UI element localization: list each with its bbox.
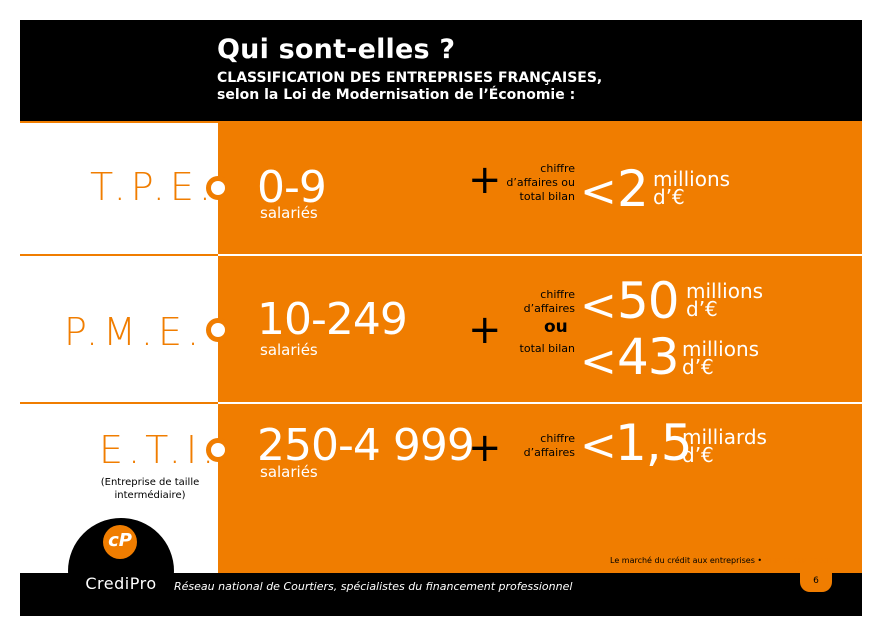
eti-sublabel: (Entreprise de taille intermédiaire) xyxy=(80,476,220,502)
logo-icon xyxy=(103,525,137,559)
subtitle-line-2: selon la Loi de Modernisation de l’Écono… xyxy=(217,87,576,103)
category-pme: P.M.E. xyxy=(64,310,205,354)
source-text: Le marché du crédit aux entreprises • xyxy=(610,556,763,565)
eti-unit-1: milliards xyxy=(682,425,767,449)
pme-unit-2b: d’€ xyxy=(682,355,714,379)
orange-panel xyxy=(218,122,862,573)
less-than-icon: < xyxy=(580,336,617,387)
logo-initials: cP xyxy=(108,530,132,551)
page-title: Qui sont-elles ? xyxy=(217,34,456,65)
row-dot-icon xyxy=(206,318,230,342)
divider-row2-left xyxy=(20,402,218,404)
footer-tagline: Réseau national de Courtiers, spécialist… xyxy=(174,580,573,593)
less-than-icon: < xyxy=(580,166,617,217)
eti-value: 1,5 xyxy=(615,414,693,472)
divider-row1-right xyxy=(218,254,862,256)
eti-unit-2: d’€ xyxy=(682,443,714,467)
source-date: SEPTEMBRE 2017 xyxy=(764,557,834,565)
tpe-count: 0-9 xyxy=(257,162,327,213)
subtitle-line-1: CLASSIFICATION DES ENTREPRISES FRANÇAISE… xyxy=(217,70,603,86)
eti-count: 250-4 999 xyxy=(257,420,475,471)
less-than-icon: < xyxy=(580,280,617,331)
page-number: 6 xyxy=(800,572,832,592)
source-note: Le marché du crédit aux entreprises • SE… xyxy=(610,556,834,565)
divider-row2-right xyxy=(218,402,862,404)
tpe-value: 2 xyxy=(617,160,649,218)
slide: Qui sont-elles ? CLASSIFICATION DES ENTR… xyxy=(20,20,862,616)
tpe-unit-1: millions xyxy=(653,167,731,191)
page-subtitle: CLASSIFICATION DES ENTREPRISES FRANÇAISE… xyxy=(217,70,602,104)
pme-unit-1a: millions xyxy=(686,279,764,303)
pme-count-label: salariés xyxy=(260,341,318,359)
tpe-count-label: salariés xyxy=(260,204,318,222)
pme-unit-2a: millions xyxy=(682,337,760,361)
pme-value-2: 43 xyxy=(617,328,680,386)
tpe-unit-2: d’€ xyxy=(653,185,685,209)
eti-sublabel-line-2: intermédiaire) xyxy=(114,490,186,501)
pme-criteria-1: chiffre d’affaires xyxy=(523,288,575,315)
pme-unit-1b: d’€ xyxy=(686,297,718,321)
plus-icon: + xyxy=(468,307,502,353)
pme-ou: ou xyxy=(544,317,568,337)
plus-icon: + xyxy=(468,157,502,203)
pme-criteria-2: total bilan xyxy=(519,342,575,355)
category-eti: E.T.I. xyxy=(99,428,220,472)
divider-top xyxy=(20,121,862,123)
plus-icon: + xyxy=(468,425,502,471)
header-bar xyxy=(20,20,862,122)
logo-name: CrediPro xyxy=(85,574,157,593)
pme-value-1: 50 xyxy=(617,272,680,330)
category-tpe: T.P.E. xyxy=(90,165,216,209)
tpe-criteria: chiffre d’affaires ou total bilan xyxy=(506,162,575,203)
row-dot-icon xyxy=(206,438,230,462)
eti-sublabel-line-1: (Entreprise de taille xyxy=(100,477,200,488)
less-than-icon: < xyxy=(580,420,617,471)
eti-count-label: salariés xyxy=(260,463,318,481)
pme-count: 10-249 xyxy=(257,294,408,345)
eti-criteria: chiffre d’affaires xyxy=(523,432,575,459)
divider-row1-left xyxy=(20,254,218,256)
row-dot-icon xyxy=(206,176,230,200)
